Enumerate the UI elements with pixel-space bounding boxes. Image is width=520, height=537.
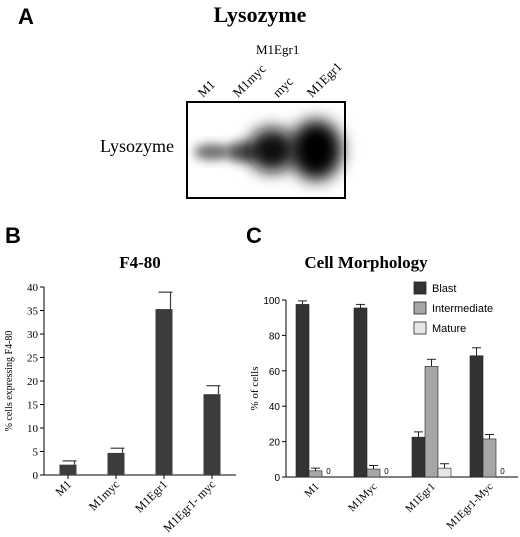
bar	[155, 309, 173, 475]
panel-a-letter: A	[18, 4, 34, 29]
zero-label: 0	[326, 467, 331, 476]
lane-label-1: M1	[195, 77, 218, 100]
lane-label-3: myc	[270, 74, 297, 101]
y-tick-label: 20	[27, 376, 39, 388]
blot-row-label: Lysozyme	[100, 136, 174, 156]
y-tick-label: 80	[269, 331, 281, 342]
y-tick-label: 40	[269, 402, 281, 413]
lane-label-4: M1Egr1	[304, 59, 345, 100]
x-tick-label: M1	[52, 477, 74, 499]
legend-label: Blast	[432, 283, 456, 295]
legend-swatch	[413, 301, 427, 315]
y-tick-label: 30	[27, 329, 39, 341]
bar	[437, 467, 452, 478]
band-m1egr1	[290, 120, 342, 180]
bar	[469, 355, 484, 478]
legend-swatch	[413, 321, 427, 335]
y-tick-label: 35	[27, 306, 39, 318]
blot-lane-labels: M1 M1myc myc M1Egr1	[195, 59, 345, 100]
cell-morphology-chart: Cell Morphology 0 20 40 60 80 100 % of cells 0 M1…	[249, 253, 518, 532]
y-tick-label: 20	[269, 438, 281, 449]
x-tick-label: M1Egr1	[403, 481, 437, 515]
y-tick-label: 10	[27, 423, 39, 435]
panel-c-letter: C	[246, 223, 262, 248]
blot-title: Lysozyme	[213, 2, 307, 27]
blot-group-label: M1Egr1	[256, 42, 300, 57]
bar	[411, 436, 426, 478]
y-tick-label: 5	[33, 447, 39, 459]
band-m1	[194, 144, 230, 160]
band-myc	[248, 128, 296, 172]
bar	[107, 452, 125, 475]
y-tick-label: 60	[269, 367, 281, 378]
chart-c-title: Cell Morphology	[304, 253, 428, 272]
legend-swatch	[413, 281, 427, 295]
y-tick-label: 0	[274, 473, 280, 484]
y-tick-label: 100	[263, 296, 280, 307]
legend-label: Mature	[432, 323, 466, 335]
x-tick-label: M1myc	[86, 477, 122, 513]
blot-bands	[194, 120, 342, 180]
bar	[203, 394, 221, 475]
x-tick-label: M1Egr1- myc	[160, 477, 218, 535]
bar	[353, 307, 368, 478]
bar	[295, 304, 310, 478]
panel-b-letter: B	[5, 223, 21, 248]
zero-label: 0	[384, 467, 389, 476]
f4-80-chart: F4-80 0 5 10 15 20 25 30 35 40 M1 M1myc M1Egr1M1Egr1…	[4, 253, 236, 535]
bar	[308, 470, 323, 478]
y-tick-label: 0	[33, 470, 39, 482]
bar	[59, 464, 77, 475]
y-tick-label: 40	[27, 282, 39, 294]
bar	[366, 468, 381, 478]
y-axis-label: % cells expressing F4-80	[4, 331, 15, 432]
y-axis-label: % of cells	[249, 367, 261, 411]
x-tick-label: M1Egr1	[132, 477, 170, 515]
y-tick-label: 15	[27, 400, 39, 412]
x-tick-label: M1Myc	[346, 481, 380, 515]
zero-label: 0	[500, 467, 505, 476]
lane-label-2: M1myc	[230, 61, 269, 100]
chart-b-title: F4-80	[119, 253, 161, 272]
y-tick-label: 25	[27, 353, 39, 365]
x-tick-label: M1	[302, 481, 321, 500]
legend-label: Intermediate	[432, 303, 493, 315]
bar	[424, 366, 439, 478]
bar	[482, 438, 497, 478]
x-tick-label: M1Egr1-Myc	[444, 481, 495, 532]
